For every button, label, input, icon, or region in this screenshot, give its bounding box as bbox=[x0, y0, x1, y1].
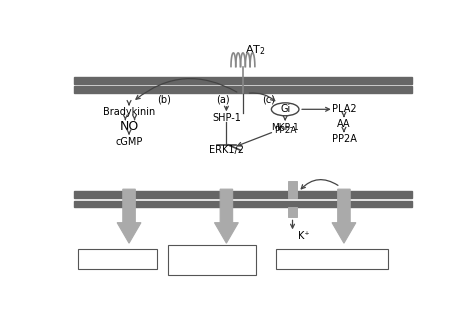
Text: RELAXATION: RELAXATION bbox=[89, 255, 146, 264]
Text: PP2A: PP2A bbox=[331, 134, 356, 144]
Text: HYPERPOLARISATION: HYPERPOLARISATION bbox=[287, 252, 376, 261]
Bar bbox=[74, 201, 412, 207]
Text: ERK1/2: ERK1/2 bbox=[209, 145, 244, 155]
Bar bbox=[74, 87, 412, 93]
Bar bbox=[74, 191, 412, 198]
Text: MKP-1: MKP-1 bbox=[271, 123, 299, 132]
FancyBboxPatch shape bbox=[276, 249, 388, 269]
Text: K⁺: K⁺ bbox=[299, 231, 310, 241]
FancyArrow shape bbox=[117, 189, 141, 243]
Text: cGMP: cGMP bbox=[115, 137, 143, 147]
Bar bbox=[289, 207, 297, 217]
Text: PLA2: PLA2 bbox=[332, 104, 356, 114]
FancyBboxPatch shape bbox=[78, 249, 156, 269]
Text: Gi: Gi bbox=[280, 104, 290, 114]
Bar bbox=[74, 77, 412, 84]
Text: (b): (b) bbox=[157, 94, 171, 104]
FancyArrow shape bbox=[332, 189, 356, 243]
Text: (a): (a) bbox=[216, 94, 229, 104]
Bar bbox=[289, 182, 297, 198]
Text: ANTIPROLIFERATION: ANTIPROLIFERATION bbox=[169, 255, 255, 264]
Text: NO: NO bbox=[119, 120, 139, 133]
Text: AT$_2$: AT$_2$ bbox=[246, 43, 266, 57]
Text: PP2A: PP2A bbox=[274, 126, 296, 135]
Text: (c): (c) bbox=[262, 94, 275, 104]
Text: SHP-1: SHP-1 bbox=[212, 113, 241, 123]
Text: AA: AA bbox=[337, 119, 351, 129]
Text: DECREASED EXCITABILITY: DECREASED EXCITABILITY bbox=[281, 258, 383, 267]
Text: Bradykinin: Bradykinin bbox=[103, 107, 155, 117]
FancyBboxPatch shape bbox=[168, 245, 256, 275]
Text: DIFFERENTIATION: DIFFERENTIATION bbox=[172, 261, 251, 270]
FancyArrow shape bbox=[214, 189, 238, 243]
Text: APOPTOSIS: APOPTOSIS bbox=[186, 248, 237, 257]
